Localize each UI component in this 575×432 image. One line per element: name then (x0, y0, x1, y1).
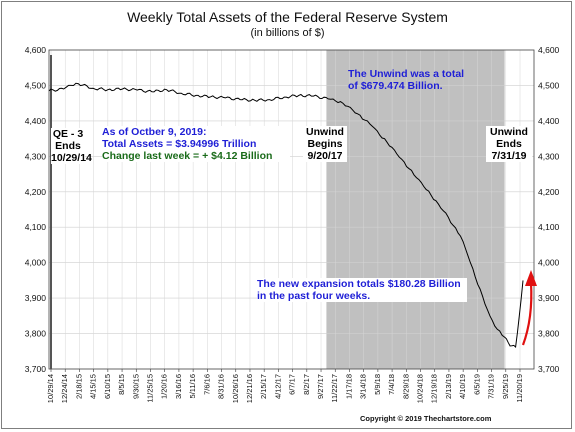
annotation-expansion-line2: in the past four weeks. (257, 290, 371, 302)
x-tick-label: 11/25/15 (145, 374, 154, 403)
annotation-status-date: As of Octber 9, 2019: (102, 126, 207, 138)
y-tick-label-left: 3,700 (25, 364, 47, 374)
copyright-text: Copyright © 2019 Thechartstore.com (360, 414, 492, 423)
y-tick-label-right: 4,000 (538, 258, 560, 268)
x-tick-label: 8/5/15 (117, 374, 126, 395)
x-tick-label: 6/10/15 (103, 374, 112, 399)
annotation-qe3-line3: 10/29/14 (51, 152, 92, 164)
x-tick-label: 9/30/15 (131, 374, 140, 399)
annotation-qe3-line1: QE - 3 (52, 128, 84, 140)
y-tick-label-right: 3,900 (538, 293, 560, 303)
x-tick-label: 12/21/16 (245, 374, 254, 403)
chart-subtitle: (in billions of $) (250, 27, 325, 39)
total-assets-line (48, 82, 524, 349)
x-tick-label: 1/20/16 (160, 374, 169, 399)
x-tick-label: 10/24/18 (416, 374, 425, 403)
x-tick-label: 11/20/19 (515, 374, 524, 403)
y-tick-label-left: 4,300 (25, 151, 47, 161)
annotation-qe3-line2: Ends (55, 140, 81, 152)
annotation-expansion-line1: The new expansion totals $180.28 Billion (257, 278, 461, 290)
x-tick-label: 12/24/14 (60, 374, 69, 403)
annotation-expansion: The new expansion totals $180.28 Billion… (257, 278, 467, 302)
annotation-unwind-begins-line1: Unwind (306, 126, 344, 138)
x-tick-label: 6/5/19 (472, 374, 481, 395)
annotation-qe3: QE - 3 Ends 10/29/14 (51, 128, 92, 164)
x-tick-label: 3/14/18 (359, 374, 368, 399)
y-tick-label-right: 4,600 (538, 45, 560, 55)
y-tick-label-right: 3,800 (538, 329, 560, 339)
y-tick-label-left: 4,400 (25, 116, 47, 126)
annotation-unwind-total-line1: The Unwind was a total (348, 68, 465, 80)
x-tick-label: 7/6/16 (202, 374, 211, 395)
x-tick-label: 10/29/14 (46, 374, 55, 403)
annotation-status: As of Octber 9, 2019: Total Assets = $3.… (102, 126, 290, 162)
x-tick-label: 4/15/15 (89, 374, 98, 399)
annotation-status-total: Total Assets = $3.94996 Trillion (102, 138, 257, 150)
plot-area-border (48, 49, 535, 370)
y-tick-label-left: 4,000 (25, 258, 47, 268)
x-tick-label: 11/22/17 (330, 374, 339, 403)
x-tick-label: 5/11/16 (188, 374, 197, 398)
x-tick-label: 9/25/19 (501, 374, 510, 399)
annotation-unwind-total-line2: of $679.474 Billion. (348, 80, 443, 92)
x-tick-label: 8/31/16 (217, 374, 226, 399)
x-tick-label: 12/19/18 (430, 374, 439, 403)
annotation-unwind-begins: Unwind Begins 9/20/17 (303, 126, 347, 162)
annotation-unwind-ends-line2: Ends (496, 138, 522, 150)
x-tick-label: 4/10/19 (458, 374, 467, 399)
y-tick-label-right: 4,200 (538, 187, 560, 197)
y-tick-label-right: 3,700 (538, 364, 560, 374)
expansion-arrow-shaft (521, 282, 533, 346)
y-tick-label-left: 4,500 (25, 80, 47, 90)
x-tick-label: 5/9/18 (373, 374, 382, 395)
x-tick-label: 4/12/17 (273, 374, 282, 399)
x-tick-label: 6/7/17 (288, 374, 297, 395)
x-tick-label: 9/27/17 (316, 374, 325, 399)
annotation-status-change: Change last week = + $4.12 Billion (102, 150, 273, 162)
y-tick-label-left: 3,800 (25, 329, 47, 339)
x-tick-label: 2/13/19 (444, 374, 453, 399)
x-tick-label: 3/16/16 (174, 374, 183, 399)
expansion-arrow-head (525, 270, 537, 286)
annotation-unwind-ends: Unwind Ends 7/31/19 (486, 126, 532, 162)
x-tick-label: 2/15/17 (259, 374, 268, 399)
chart-title: Weekly Total Assets of the Federal Reser… (127, 9, 448, 25)
annotation-unwind-ends-line3: 7/31/19 (491, 150, 527, 162)
annotation-unwind-ends-line1: Unwind (490, 126, 528, 138)
x-tick-label: 7/31/19 (487, 374, 496, 399)
x-tick-label: 1/17/18 (344, 374, 353, 399)
y-tick-label-left: 4,100 (25, 222, 47, 232)
annotation-unwind-begins-line2: Begins (307, 138, 343, 150)
y-tick-label-left: 4,600 (25, 45, 47, 55)
x-tick-label: 8/29/18 (401, 374, 410, 399)
y-tick-label-left: 4,200 (25, 187, 47, 197)
y-tick-label-right: 4,500 (538, 80, 560, 90)
unwind-shaded-region (326, 50, 505, 369)
y-tick-label-right: 4,100 (538, 222, 560, 232)
x-tick-label: 10/26/16 (231, 374, 240, 403)
x-tick-label: 7/4/18 (387, 374, 396, 395)
annotation-unwind-begins-line3: 9/20/17 (307, 150, 343, 162)
x-tick-label: 8/2/17 (302, 374, 311, 395)
y-tick-label-right: 4,300 (538, 151, 560, 161)
y-tick-label-right: 4,400 (538, 116, 560, 126)
annotation-unwind-total: The Unwind was a total of $679.474 Billi… (348, 68, 478, 92)
y-tick-label-left: 3,900 (25, 293, 47, 303)
x-tick-label: 2/18/15 (74, 374, 83, 399)
